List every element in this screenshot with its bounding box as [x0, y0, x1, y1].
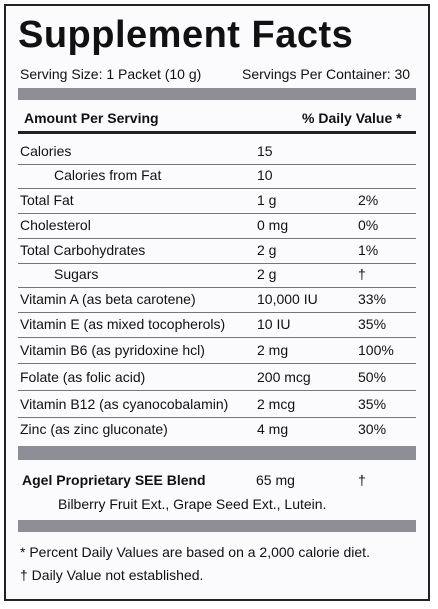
blend-amount: 65 mg: [256, 472, 295, 488]
row-amount: 10: [257, 167, 273, 183]
header-amount: Amount Per Serving: [24, 110, 159, 126]
row-name: Vitamin E (as mixed tocopherols): [20, 316, 226, 332]
divider-bar: [18, 88, 416, 100]
table-row: Folate (as folic acid) 200 mcg 50%: [18, 365, 416, 391]
row-name: Vitamin A (as beta carotene): [20, 291, 196, 307]
row-name: Vitamin B6 (as pyridoxine hcl): [20, 342, 205, 358]
servings-per-container: Servings Per Container: 30: [242, 66, 411, 82]
row-amount: 10 IU: [257, 316, 291, 332]
row-amount: 15: [257, 143, 273, 159]
table-row: Vitamin A (as beta carotene) 10,000 IU 33%: [18, 287, 416, 313]
row-name: Sugars: [54, 266, 99, 282]
footnote: † Daily Value not established.: [20, 567, 204, 583]
row-daily-value: 1%: [358, 242, 379, 258]
table-row: Calories from Fat 10: [18, 163, 416, 189]
row-daily-value: 0%: [358, 217, 379, 233]
serving-size: Serving Size: 1 Packet (10 g): [20, 66, 202, 82]
row-daily-value: 2%: [358, 192, 379, 208]
row-amount: 0 mg: [257, 217, 289, 233]
row-amount: 200 mcg: [257, 369, 311, 385]
table-row: Vitamin E (as mixed tocopherols) 10 IU 35%: [18, 312, 416, 338]
blend-ingredients: Bilberry Fruit Ext., Grape Seed Ext., Lu…: [58, 496, 327, 512]
row-amount: 4 mg: [257, 421, 289, 437]
table-row: Total Carbohydrates 2 g 1%: [18, 238, 416, 264]
table-row: Total Fat 1 g 2%: [18, 188, 416, 214]
row-amount: 2 mcg: [257, 396, 296, 412]
blend-daily-value: †: [358, 472, 366, 488]
footnote: * Percent Daily Values are based on a 2,…: [20, 544, 370, 560]
header-daily-value: % Daily Value *: [302, 110, 402, 126]
table-row: Calories 15: [18, 139, 416, 165]
table-row: Vitamin B12 (as cyanocobalamin) 2 mcg 35%: [18, 392, 416, 418]
row-name: Calories: [20, 143, 72, 159]
row-amount: 2 g: [257, 266, 277, 282]
row-daily-value: 35%: [358, 316, 387, 332]
row-name: Cholesterol: [20, 217, 91, 233]
row-name: Total Fat: [20, 192, 74, 208]
row-daily-value: †: [358, 266, 366, 282]
divider-bar: [18, 520, 416, 532]
table-row: Zinc (as zinc gluconate) 4 mg 30%: [18, 417, 416, 442]
header-rule: [18, 131, 416, 134]
divider-bar: [18, 446, 416, 460]
table-row: Cholesterol 0 mg 0%: [18, 213, 416, 239]
row-amount: 2 g: [257, 242, 277, 258]
row-name: Total Carbohydrates: [20, 242, 146, 258]
row-amount: 10,000 IU: [257, 291, 318, 307]
row-daily-value: 33%: [358, 291, 387, 307]
title: Supplement Facts: [18, 14, 354, 56]
row-name: Calories from Fat: [54, 167, 162, 183]
blend-name: Agel Proprietary SEE Blend: [22, 472, 206, 488]
row-daily-value: 50%: [358, 369, 387, 385]
row-name: Vitamin B12 (as cyanocobalamin): [20, 396, 229, 412]
row-daily-value: 100%: [358, 342, 394, 358]
table-row: Vitamin B6 (as pyridoxine hcl) 2 mg 100%: [18, 338, 416, 364]
row-daily-value: 30%: [358, 421, 387, 437]
row-name: Zinc (as zinc gluconate): [20, 421, 168, 437]
supplement-facts-label: Supplement Facts Serving Size: 1 Packet …: [4, 4, 430, 601]
row-name: Folate (as folic acid): [20, 369, 146, 385]
table-row: Sugars 2 g †: [18, 262, 416, 288]
row-daily-value: 35%: [358, 396, 387, 412]
row-amount: 2 mg: [257, 342, 289, 358]
row-amount: 1 g: [257, 192, 277, 208]
